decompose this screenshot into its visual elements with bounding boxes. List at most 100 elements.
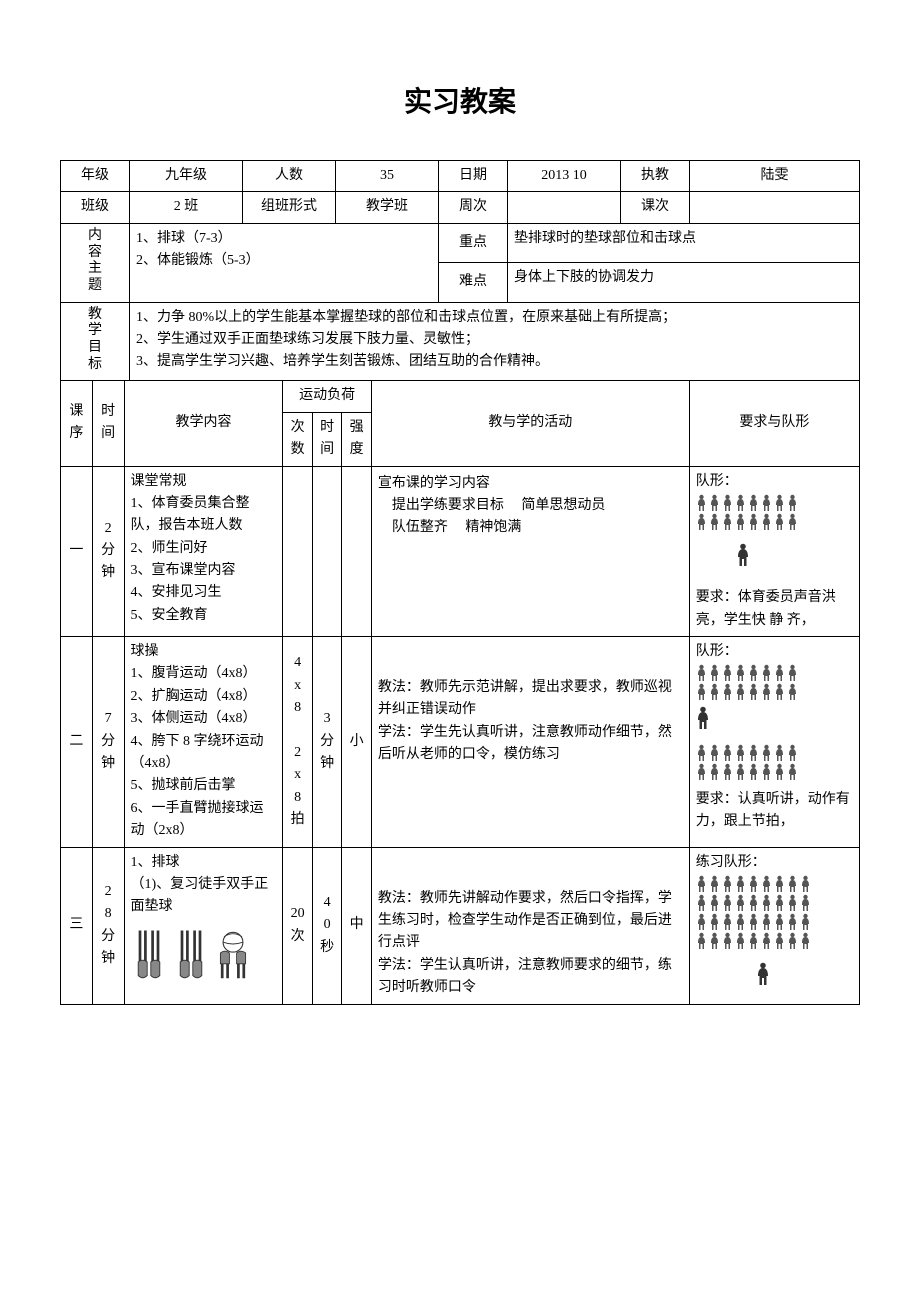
person-icon <box>800 875 811 893</box>
label-teacher: 执教 <box>621 161 690 192</box>
person-icon <box>735 913 746 931</box>
person-icon <box>722 875 733 893</box>
person-icon <box>722 494 733 512</box>
person-icon <box>696 894 707 912</box>
person-icon <box>696 513 707 531</box>
person-icon <box>696 932 707 950</box>
person-icon <box>787 763 798 781</box>
formation-diagram <box>696 664 853 780</box>
cell-seq: 三 <box>61 847 93 1004</box>
label-content-theme: 内容主题 <box>61 223 130 302</box>
cell-load-intensity: 中 <box>342 847 372 1004</box>
person-icon <box>709 664 720 682</box>
formation-diagram <box>696 494 853 579</box>
person-icon <box>787 664 798 682</box>
person-icon <box>787 494 798 512</box>
cell-load-time <box>312 466 342 637</box>
header-load-count: 次数 <box>283 412 313 466</box>
person-icon <box>787 894 798 912</box>
person-icon <box>761 894 772 912</box>
person-icon <box>735 932 746 950</box>
person-icon <box>748 763 759 781</box>
person-icon <box>774 683 785 701</box>
person-icon <box>696 763 707 781</box>
person-icon <box>787 513 798 531</box>
person-icon <box>735 763 746 781</box>
person-icon <box>748 513 759 531</box>
cell-load-time: 3分钟 <box>312 637 342 848</box>
label-week: 周次 <box>439 192 508 223</box>
person-icon <box>709 683 720 701</box>
person-icon <box>774 494 785 512</box>
cell-load-count: 20次 <box>283 847 313 1004</box>
person-icon <box>709 875 720 893</box>
person-icon <box>800 913 811 931</box>
value-difficulty: 身体上下肢的协调发力 <box>508 263 860 302</box>
cell-seq: 一 <box>61 466 93 637</box>
label-lesson: 课次 <box>621 192 690 223</box>
person-icon <box>787 683 798 701</box>
person-icon <box>696 683 707 701</box>
person-icon <box>748 683 759 701</box>
cell-content: 课堂常规1、体育委员集合整队，报告本班人数2、师生问好3、宣布课堂内容4、安排见… <box>124 466 283 637</box>
cell-time: 28分钟 <box>92 847 124 1004</box>
hands-illustration <box>131 923 277 983</box>
person-icon <box>722 894 733 912</box>
cell-activities: 教法：教师先示范讲解，提出求要求，教师巡视并纠正错误动作学法：学生先认真听讲，注… <box>371 637 689 848</box>
value-week <box>508 192 621 223</box>
teacher-icon <box>736 543 750 567</box>
cell-load-time: 40秒 <box>312 847 342 1004</box>
cell-load-intensity: 小 <box>342 637 372 848</box>
person-icon <box>774 894 785 912</box>
person-icon <box>709 913 720 931</box>
header-reqform: 要求与队形 <box>689 381 859 466</box>
label-grade: 年级 <box>61 161 130 192</box>
cell-time: 2分钟 <box>92 466 124 637</box>
value-form: 教学班 <box>336 192 439 223</box>
cell-activities: 教法：教师先讲解动作要求，然后口令指挥，学生练习时，检查学生动作是否正确到位，最… <box>371 847 689 1004</box>
person-icon <box>761 932 772 950</box>
cell-content: 球操1、腹背运动（4x8）2、扩胸运动（4x8）3、体侧运动（4x8）4、胯下 … <box>124 637 283 848</box>
person-icon <box>761 664 772 682</box>
person-icon <box>722 664 733 682</box>
value-lesson <box>690 192 860 223</box>
requirement-text: 要求：认真听讲，动作有力，跟上节拍， <box>696 789 853 834</box>
person-icon <box>761 763 772 781</box>
cell-content: 1、排球（1)、复习徒手双手正面垫球 <box>124 847 283 1004</box>
person-icon <box>787 932 798 950</box>
formation-diagram <box>696 875 853 998</box>
person-icon <box>761 744 772 762</box>
person-icon <box>696 664 707 682</box>
main-table: 年级 九年级 人数 35 日期 2013 10 执教 陆雯 班级 2 班 组班形… <box>60 160 860 381</box>
label-date: 日期 <box>439 161 508 192</box>
label-people: 人数 <box>243 161 336 192</box>
formation-label: 练习队形： <box>696 852 853 874</box>
person-icon <box>748 494 759 512</box>
label-difficulty: 难点 <box>439 263 508 302</box>
person-icon <box>722 744 733 762</box>
requirement-text: 要求：体育委员声音洪亮，学生快 静 齐， <box>696 587 853 632</box>
person-icon <box>800 932 811 950</box>
person-icon <box>761 494 772 512</box>
formation-label: 队形： <box>696 641 853 663</box>
person-icon <box>709 894 720 912</box>
cell-load-count <box>283 466 313 637</box>
person-icon <box>748 932 759 950</box>
person-icon <box>735 744 746 762</box>
body-table: 课序 时间 教学内容 运动负荷 教与学的活动 要求与队形 次数 时间 强度 一 … <box>60 381 860 1004</box>
header-activities: 教与学的活动 <box>371 381 689 466</box>
person-icon <box>696 494 707 512</box>
person-icon <box>709 513 720 531</box>
value-grade: 九年级 <box>130 161 243 192</box>
label-form: 组班形式 <box>243 192 336 223</box>
person-icon <box>748 913 759 931</box>
formation-label: 队形： <box>696 471 853 493</box>
person-icon <box>722 763 733 781</box>
person-icon <box>800 894 811 912</box>
person-icon <box>722 932 733 950</box>
person-icon <box>735 664 746 682</box>
person-icon <box>735 683 746 701</box>
person-icon <box>748 664 759 682</box>
cell-req-form: 练习队形： <box>689 847 859 1004</box>
person-icon <box>709 932 720 950</box>
